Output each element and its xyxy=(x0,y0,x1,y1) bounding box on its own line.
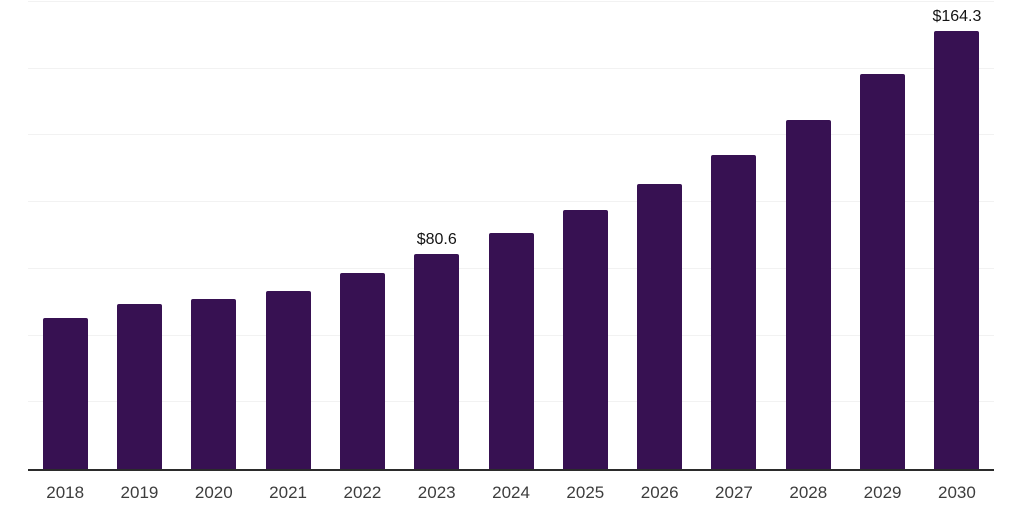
bar-column-2020 xyxy=(177,2,251,469)
bar-column-2030: $164.3 xyxy=(920,2,994,469)
bar-2022 xyxy=(339,272,385,469)
bar-column-2025 xyxy=(548,2,622,469)
gridline-125 xyxy=(28,134,994,136)
bar-column-2024 xyxy=(474,2,548,469)
bar-column-2021 xyxy=(251,2,325,469)
bar-column-2028 xyxy=(771,2,845,469)
bar-column-2027 xyxy=(697,2,771,469)
bar-2024 xyxy=(488,233,534,469)
gridline-100 xyxy=(28,201,994,203)
gridline-175 xyxy=(28,1,994,2)
bar-2018 xyxy=(42,318,88,469)
bar-2028 xyxy=(785,120,831,469)
x-tick-label-2021: 2021 xyxy=(269,483,307,502)
x-tick-label-2028: 2028 xyxy=(789,483,828,502)
bar-column-2023: $80.6 xyxy=(400,2,474,469)
plot-area: $80.6 $164.3 xyxy=(28,1,994,471)
bar-column-2022 xyxy=(325,2,399,469)
x-tick-label-2026: 2026 xyxy=(640,483,679,502)
bar-2030: $164.3 xyxy=(932,8,981,469)
bars-row: $80.6 $164.3 xyxy=(28,2,994,469)
value-label-2023: $80.6 xyxy=(416,230,457,248)
x-tick-label-2029: 2029 xyxy=(863,483,902,502)
x-tick-label-2024: 2024 xyxy=(492,483,530,502)
x-tick-label-2027: 2027 xyxy=(715,483,753,502)
x-tick-label-2020: 2020 xyxy=(194,483,233,502)
bar-2027 xyxy=(711,155,757,469)
x-tick-label-2023: 2023 xyxy=(417,483,456,502)
value-label-2030: $164.3 xyxy=(932,7,982,25)
x-tick-label-2019: 2019 xyxy=(120,483,159,502)
bar-2019 xyxy=(116,304,162,469)
bar-2026 xyxy=(637,184,683,469)
x-tick-label-2022: 2022 xyxy=(343,483,382,502)
bar-2020 xyxy=(191,299,237,469)
bar-column-2018 xyxy=(28,2,102,469)
bar-column-2029 xyxy=(845,2,919,469)
x-tick-label-2030: 2030 xyxy=(937,483,976,502)
bar-2023: $80.6 xyxy=(414,231,460,469)
bar-2029 xyxy=(860,73,906,469)
x-tick-label-2025: 2025 xyxy=(566,483,605,502)
bar-column-2026 xyxy=(623,2,697,469)
x-tick-label-2018: 2018 xyxy=(46,483,85,502)
x-axis-labels: 2018 2019 2020 2021 2022 2023 2024 2025 2026 2027… xyxy=(28,483,994,503)
bar-2025 xyxy=(562,209,608,469)
bar-column-2019 xyxy=(102,2,176,469)
gridline-150 xyxy=(28,67,994,69)
bar-2021 xyxy=(265,290,311,469)
